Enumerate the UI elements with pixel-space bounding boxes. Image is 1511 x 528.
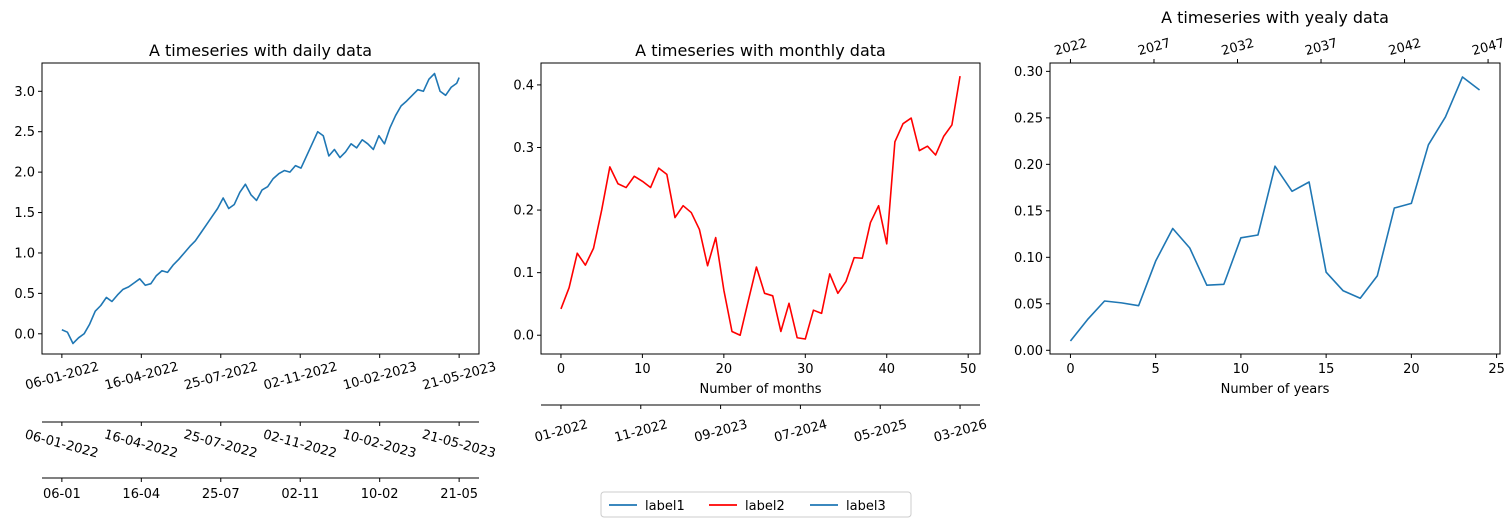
x-tick-label: 25 xyxy=(1488,362,1505,377)
secondary-x-tick-label: 07-2024 xyxy=(773,417,829,446)
x-tick-label: 20 xyxy=(1403,362,1420,377)
secondary-x-tick-label: 01-2022 xyxy=(533,417,589,446)
daily-chart: A timeseries with daily data 0.0 0.5 1.0 1.5… xyxy=(14,41,498,502)
y-tick-label: 0.00 xyxy=(1014,344,1043,359)
y-tick-label: 1.0 xyxy=(14,246,35,261)
secondary-x-tick-label: 10-02-2023 xyxy=(341,427,418,461)
y-tick-label: 0.15 xyxy=(1014,204,1043,219)
tertiary-x-tick-label: 02-11 xyxy=(281,487,319,502)
monthly-series-line xyxy=(560,76,961,340)
tertiary-x-tick-label: 06-01 xyxy=(43,487,81,502)
secondary-x-tick-label: 06-01-2022 xyxy=(23,427,100,461)
monthly-plot-frame xyxy=(540,62,981,355)
x-tick-label: 0 xyxy=(1066,362,1074,377)
x-tick-label: 15 xyxy=(1318,362,1335,377)
x-tick-label: 40 xyxy=(878,362,895,377)
yearly-chart-title: A timeseries with yealy data xyxy=(1161,8,1389,27)
y-tick-label: 2.0 xyxy=(14,166,35,181)
legend: label1 label2 label3 xyxy=(600,491,912,518)
x-tick-label: 50 xyxy=(960,362,977,377)
yearly-plot-frame xyxy=(1049,62,1501,355)
y-tick-label: 0.2 xyxy=(513,204,534,219)
top-x-tick-label: 2047 xyxy=(1471,36,1507,59)
y-tick-label: 2.5 xyxy=(14,125,35,140)
legend-entry-label: label1 xyxy=(645,499,685,514)
yearly-chart: A timeseries with yealy data 0.00 0.05 0.10… xyxy=(1014,8,1506,397)
secondary-x-tick-label: 09-2023 xyxy=(693,417,749,446)
y-tick-label: 1.5 xyxy=(14,206,35,221)
x-tick-label: 25-07-2022 xyxy=(183,359,260,393)
y-tick-label: 3.0 xyxy=(14,85,35,100)
secondary-x-tick-label: 16-04-2022 xyxy=(102,427,179,461)
top-x-tick-label: 2032 xyxy=(1220,36,1256,59)
y-tick-label: 0.25 xyxy=(1014,111,1043,126)
top-x-tick-label: 2037 xyxy=(1303,36,1339,59)
monthly-chart-title: A timeseries with monthly data xyxy=(635,41,886,60)
secondary-x-tick-label: 11-2022 xyxy=(613,417,669,446)
top-x-tick-label: 2022 xyxy=(1053,36,1089,59)
y-tick-label: 0.1 xyxy=(513,266,534,281)
y-tick-label: 0.20 xyxy=(1014,158,1043,173)
legend-entry-label: label3 xyxy=(846,499,886,514)
y-tick-label: 0.05 xyxy=(1014,297,1043,312)
y-tick-label: 0.10 xyxy=(1014,251,1043,266)
tertiary-x-tick-label: 10-02 xyxy=(361,487,399,502)
x-tick-label: 10-02-2023 xyxy=(342,359,419,393)
y-tick-label: 0.4 xyxy=(513,78,534,93)
y-tick-label: 0.0 xyxy=(14,327,35,342)
daily-plot-frame xyxy=(41,62,480,355)
daily-series-line xyxy=(61,72,460,345)
yearly-x-axis-label: Number of years xyxy=(1221,382,1330,397)
top-x-tick-label: 2042 xyxy=(1387,36,1423,59)
x-tick-label: 21-05-2023 xyxy=(421,359,498,393)
x-tick-label: 5 xyxy=(1152,362,1160,377)
legend-box xyxy=(600,491,912,518)
x-tick-label: 10 xyxy=(1233,362,1250,377)
y-tick-label: 0.0 xyxy=(513,329,534,344)
x-tick-label: 10 xyxy=(634,362,651,377)
tertiary-x-tick-label: 25-07 xyxy=(202,487,240,502)
x-tick-label: 0 xyxy=(557,362,565,377)
x-tick-label: 30 xyxy=(797,362,814,377)
y-tick-label: 0.30 xyxy=(1014,65,1043,80)
x-tick-label: 16-04-2022 xyxy=(103,359,180,393)
yearly-series-line xyxy=(1069,76,1481,342)
x-tick-label: 20 xyxy=(716,362,733,377)
top-x-tick-label: 2027 xyxy=(1136,36,1172,59)
monthly-chart: A timeseries with monthly data 0.0 0.1 0.2 0… xyxy=(513,41,988,446)
secondary-x-tick-label: 05-2025 xyxy=(852,417,908,446)
secondary-x-tick-label: 21-05-2023 xyxy=(420,427,497,461)
monthly-x-axis-label: Number of months xyxy=(700,382,822,397)
secondary-x-tick-label: 25-07-2022 xyxy=(182,427,259,461)
x-tick-label: 02-11-2022 xyxy=(262,359,339,393)
y-tick-label: 0.3 xyxy=(513,141,534,156)
daily-chart-title: A timeseries with daily data xyxy=(149,41,372,60)
tertiary-x-tick-label: 16-04 xyxy=(122,487,160,502)
x-tick-label: 06-01-2022 xyxy=(24,359,101,393)
y-tick-label: 0.5 xyxy=(14,287,35,302)
secondary-x-tick-label: 03-2026 xyxy=(932,417,988,446)
legend-entry-label: label2 xyxy=(745,499,785,514)
tertiary-x-tick-label: 21-05 xyxy=(440,487,478,502)
secondary-x-tick-label: 02-11-2022 xyxy=(261,427,338,461)
